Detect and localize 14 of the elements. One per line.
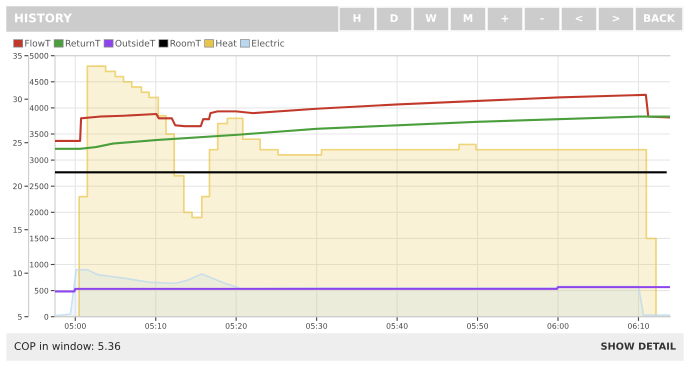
line-series (55, 116, 670, 150)
text: SHOW DETAIL (601, 342, 676, 350)
legend-label: OutsideT (115, 40, 156, 47)
text: < (576, 16, 582, 22)
legend-label: Heat (216, 40, 237, 47)
legend-label: Electric (252, 40, 284, 47)
text: - (540, 18, 544, 20)
line-series (55, 94, 670, 142)
legend-label: FlowT (25, 40, 51, 47)
text: COP in window: 5.36 (14, 342, 120, 350)
legend-label: RoomT (170, 40, 201, 47)
text: > (612, 16, 620, 22)
text: + (502, 15, 508, 22)
legend-label: ReturnT (66, 40, 101, 47)
